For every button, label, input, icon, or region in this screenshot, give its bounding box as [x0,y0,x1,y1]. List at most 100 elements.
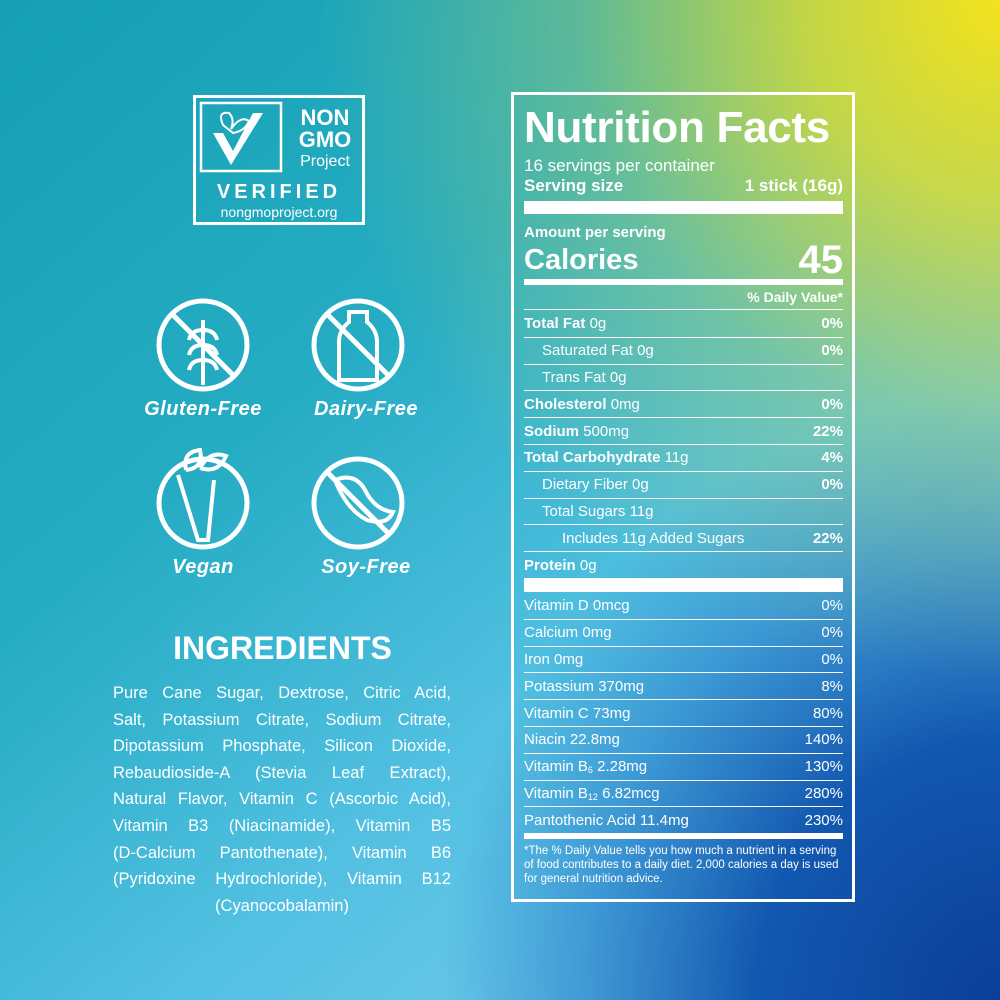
nutrient-name: Vitamin C [524,704,589,722]
footnote: *The % Daily Value tells you how much a … [524,833,843,886]
nutrient-name: Total Fat [524,314,586,332]
nutrient-name: Protein [524,556,576,574]
ingredients-line: Salt, Potassium Citrate, Sodium Citrate, [113,710,451,729]
nutrient-row: Includes 11g Added Sugars 22% [524,524,843,551]
nutrient-row: Saturated Fat 0g 0% [524,336,843,364]
nutrient-rows: Total Fat 0g 0% Saturated Fat 0g 0% Trans Fa… [524,310,843,578]
nutrient-amount: 2.28mg [597,758,648,776]
divider [524,201,843,214]
ingredients-line: (Pyridoxine Hydrochloride), Vitamin B12 [113,870,451,889]
nutrient-amount: 0g [632,476,649,494]
ingredients-line: Pure Cane Sugar, Dextrose, Citric Acid, [113,684,451,702]
nutrient-dv: 0% [821,650,843,668]
badge-url: nongmoproject.org [221,204,338,220]
divider [524,577,843,592]
nutrient-name: Pantothenic Acid [524,811,636,829]
dairy-icon [311,298,405,392]
nutrient-amount: 0g [609,368,627,386]
nutrient-label: Vitamin D 0mcg [524,597,630,614]
claim-label: Vegan [172,556,234,578]
nutrient-row: Sodium 500mg 22% [524,417,843,444]
serving-size-label: Serving size [524,176,624,195]
nutrient-amount: 11.4mg [639,811,689,829]
badge-verified: VERIFIED [217,181,341,203]
nutrient-label: Total Carbohydrate 11g [524,449,689,466]
gluten-icon [156,298,250,392]
nutrient-name: Vitamin B [524,784,588,802]
nutrient-amount: 0g [589,314,607,332]
nutrient-amount: 0g [579,556,597,574]
amount-per-serving: Amount per serving [524,224,666,241]
nutrient-row: Protein 0g [524,551,843,578]
nutrient-dv: 22% [812,529,843,547]
nutrient-label: Saturated Fat 0g [524,342,654,359]
nutrient-dv: 140% [804,731,843,749]
calories-row: Calories 45 [524,238,843,282]
badge-logo-box [199,101,283,173]
nutrient-dv: 0% [821,314,843,332]
ingredients-line: (Cyanocobalamin) [215,896,349,915]
claim-label: Soy-Free [321,556,411,578]
nutrient-label: Dietary Fiber 0g [524,476,649,493]
nutrient-row: Vitamin D 0mcg 0% [524,592,843,619]
nutrient-name: Cholesterol [524,395,607,413]
nutrient-name: Trans Fat [542,368,606,386]
nutrient-name: Total Carbohydrate [524,449,661,467]
nutrient-label: Vitamin B12 6.82mcg [524,785,660,802]
claim-label: Gluten-Free [144,398,262,420]
nutrient-row: Iron 0mg 0% [524,645,843,673]
nutrient-name: Iron [524,650,550,668]
nutrient-row: Calcium 0mg 0% [524,618,843,646]
ingredients-line: Vitamin B3 (Niacinamide), Vitamin B5 [113,816,451,835]
badge-non: NON [301,105,350,130]
nutrient-dv: 80% [812,704,843,722]
calories-label: Calories [524,243,639,276]
nutrient-dv: 130% [804,758,843,776]
vitamin-rows: Vitamin D 0mcg 0% Calcium 0mg 0% Iron 0mg 0% P… [524,592,843,833]
nutrient-name: Includes 11g Added Sugars [562,529,745,547]
nutrient-name: Potassium [524,677,595,695]
nutrient-row: Pantothenic Acid 11.4mg 230% [524,806,843,833]
nutrient-row: Vitamin B12 6.82mcg 280% [524,779,843,807]
dv-header: % Daily Value* [524,285,843,310]
nutrient-dv: 0% [821,342,843,360]
nutrient-amount: 11g [629,502,654,520]
ingredients-title: INGREDIENTS [173,630,392,666]
nutrient-label: Includes 11g Added Sugars [524,530,744,547]
nutrient-row: Total Fat 0g 0% [524,310,843,337]
nutrition-title: Nutrition Facts [524,103,830,152]
nutrient-row: Potassium 370mg 8% [524,672,843,699]
nutrient-name: Niacin [524,731,566,749]
soy-icon [311,456,405,550]
nutrient-name: Total Sugars [542,502,626,520]
nutrient-row: Trans Fat 0g [524,363,843,391]
badge-project: Project [300,153,350,170]
nutrient-dv: 4% [821,449,843,467]
ingredients-line: Natural Flavor, Vitamin C (Ascorbic Acid… [113,790,451,809]
nutrient-label: Sodium 500mg [524,423,629,440]
nutrient-amount: 11g [664,449,689,467]
nutrition-panel: Nutrition Facts 16 servings per containe… [511,92,855,902]
nutrient-label: Vitamin C 73mg [524,705,630,722]
nutrient-label: Iron 0mg [524,651,583,668]
nutrient-row: Total Carbohydrate 11g 4% [524,443,843,471]
nutrient-name: Calcium [524,624,579,642]
nutrient-name: Vitamin D [524,596,589,614]
nutrient-label: Trans Fat 0g [524,369,627,386]
ingredients-text: Pure Cane Sugar, Dextrose, Citric Acid, … [113,680,451,919]
nutrient-dv: 22% [812,422,843,440]
nutrient-amount: 0mcg [592,596,630,614]
nutrient-label: Pantothenic Acid 11.4mg [524,812,689,829]
nutrient-name: Saturated Fat [542,342,633,360]
vegan-icon [156,447,250,550]
nutrient-amount: 0mg [582,624,612,642]
nutrient-amount: 370mg [598,677,645,695]
nutrient-dv: 8% [821,677,843,695]
nutrient-row: Niacin 22.8mg 140% [524,725,843,753]
nutrient-dv: 0% [821,596,843,614]
claim-icons [156,298,405,550]
claim-label: Dairy-Free [314,398,418,420]
badge-gmo: GMO [299,127,352,152]
serving-size: Serving size 1 stick (16g) [524,176,843,196]
ingredients-line: Dipotassium Phosphate, Silicon Dioxide, [113,737,451,756]
